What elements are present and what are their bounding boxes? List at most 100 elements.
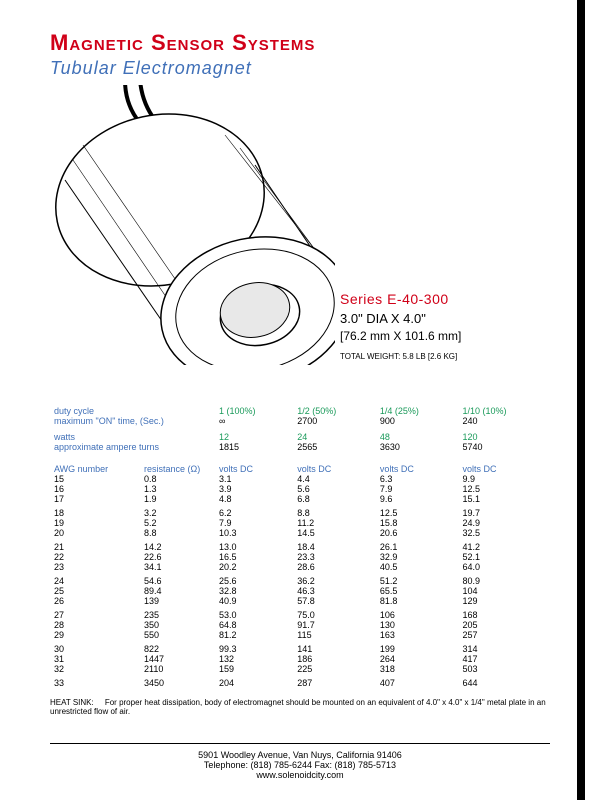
table-row: 2723553.075.0106168	[50, 606, 550, 620]
table-cell: 91.7	[293, 620, 376, 630]
table-cell: 4.4	[293, 474, 376, 484]
table-cell: 264	[376, 654, 459, 664]
table-cell: 27	[50, 606, 140, 620]
on-time-0: ∞	[215, 416, 293, 426]
table-cell: 81.8	[376, 596, 459, 606]
table-cell: 40.5	[376, 562, 459, 572]
table-cell: 23	[50, 562, 140, 572]
table-cell: 41.2	[459, 538, 550, 552]
table-cell: 503	[459, 664, 550, 674]
table-cell: 257	[459, 630, 550, 640]
table-cell: 5.2	[140, 518, 215, 528]
series-label: Series E-40-300	[340, 290, 461, 310]
table-cell: 205	[459, 620, 550, 630]
table-cell: 11.2	[293, 518, 376, 528]
table-cell: 350	[140, 620, 215, 630]
table-row: 161.33.95.67.912.5	[50, 484, 550, 494]
table-cell: 40.9	[215, 596, 293, 606]
page: Magnetic Sensor Systems Tubular Electrom…	[0, 0, 600, 800]
table-cell: 287	[293, 674, 376, 688]
table-cell: 65.5	[376, 586, 459, 596]
weight-label: TOTAL WEIGHT: 5.8 LB [2.6 KG]	[340, 351, 461, 362]
table-cell: 20.6	[376, 528, 459, 538]
table-cell: 9.9	[459, 474, 550, 484]
table-cell: 314	[459, 640, 550, 654]
table-cell: 0.8	[140, 474, 215, 484]
amp-turns-0: 1815	[215, 442, 293, 452]
electromagnet-illustration	[45, 85, 335, 365]
company-title: Magnetic Sensor Systems	[50, 30, 550, 56]
table-cell: 3.1	[215, 474, 293, 484]
watts-1: 24	[293, 426, 376, 442]
table-cell: 54.6	[140, 572, 215, 586]
watts-2: 48	[376, 426, 459, 442]
table-cell: 14.2	[140, 538, 215, 552]
duty-col-2: 1/4 (25%)	[376, 400, 459, 416]
table-cell: 25	[50, 586, 140, 596]
table-cell: 32.9	[376, 552, 459, 562]
table-cell: 80.9	[459, 572, 550, 586]
table-row: 208.810.314.520.632.5	[50, 528, 550, 538]
table-cell: 13.0	[215, 538, 293, 552]
amp-turns-1: 2565	[293, 442, 376, 452]
table-cell: 17	[50, 494, 140, 504]
watts-0: 12	[215, 426, 293, 442]
table-cell: 199	[376, 640, 459, 654]
table-cell: 24	[50, 572, 140, 586]
table-cell: 186	[293, 654, 376, 664]
table-cell: 7.9	[376, 484, 459, 494]
table-cell: 8.8	[140, 528, 215, 538]
table-cell: 104	[459, 586, 550, 596]
table-cell: 22.6	[140, 552, 215, 562]
dimensions-mm: [76.2 mm X 101.6 mm]	[340, 328, 461, 345]
table-cell: 139	[140, 596, 215, 606]
table-cell: 9.6	[376, 494, 459, 504]
label-duty-cycle: duty cycle	[50, 400, 140, 416]
table-cell: 53.0	[215, 606, 293, 620]
table-cell: 26.1	[376, 538, 459, 552]
table-cell: 89.4	[140, 586, 215, 596]
table-cell: 19	[50, 518, 140, 528]
footer-web: www.solenoidcity.com	[0, 770, 600, 780]
table-row: 171.94.86.89.615.1	[50, 494, 550, 504]
table-cell: 5.6	[293, 484, 376, 494]
table-cell: 115	[293, 630, 376, 640]
table-cell: 132	[215, 654, 293, 664]
table-cell: 34.1	[140, 562, 215, 572]
table-row: 2589.432.846.365.5104	[50, 586, 550, 596]
table-cell: 30	[50, 640, 140, 654]
table-cell: 159	[215, 664, 293, 674]
table-row: 2454.625.636.251.280.9	[50, 572, 550, 586]
table-cell: 14.5	[293, 528, 376, 538]
table-cell: 29	[50, 630, 140, 640]
table-cell: 235	[140, 606, 215, 620]
table-cell: 106	[376, 606, 459, 620]
heatsink-note: HEAT SINK: For proper heat dissipation, …	[50, 698, 550, 716]
table-cell: 18	[50, 504, 140, 518]
data-table-area: duty cycle 1 (100%) 1/2 (50%) 1/4 (25%) …	[50, 400, 550, 716]
border-bar	[577, 0, 585, 800]
footer: 5901 Woodley Avenue, Van Nuys, Californi…	[0, 737, 600, 780]
table-row: 322110159225318503	[50, 664, 550, 674]
table-cell: 6.8	[293, 494, 376, 504]
table-cell: 24.9	[459, 518, 550, 528]
table-cell: 57.8	[293, 596, 376, 606]
table-row: 183.26.28.812.519.7	[50, 504, 550, 518]
col-res: resistance (Ω)	[140, 458, 215, 474]
table-cell: 1447	[140, 654, 215, 664]
table-cell: 15.1	[459, 494, 550, 504]
table-cell: 75.0	[293, 606, 376, 620]
table-cell: 129	[459, 596, 550, 606]
table-cell: 20.2	[215, 562, 293, 572]
amp-turns-2: 3630	[376, 442, 459, 452]
table-cell: 12.5	[376, 504, 459, 518]
heatsink-label: HEAT SINK:	[50, 698, 94, 707]
table-cell: 32	[50, 664, 140, 674]
table-row: 311447132186264417	[50, 654, 550, 664]
table-cell: 16	[50, 484, 140, 494]
table-cell: 644	[459, 674, 550, 688]
col-v-3: volts DC	[459, 458, 550, 474]
table-cell: 6.3	[376, 474, 459, 484]
table-cell: 33	[50, 674, 140, 688]
table-cell: 31	[50, 654, 140, 664]
